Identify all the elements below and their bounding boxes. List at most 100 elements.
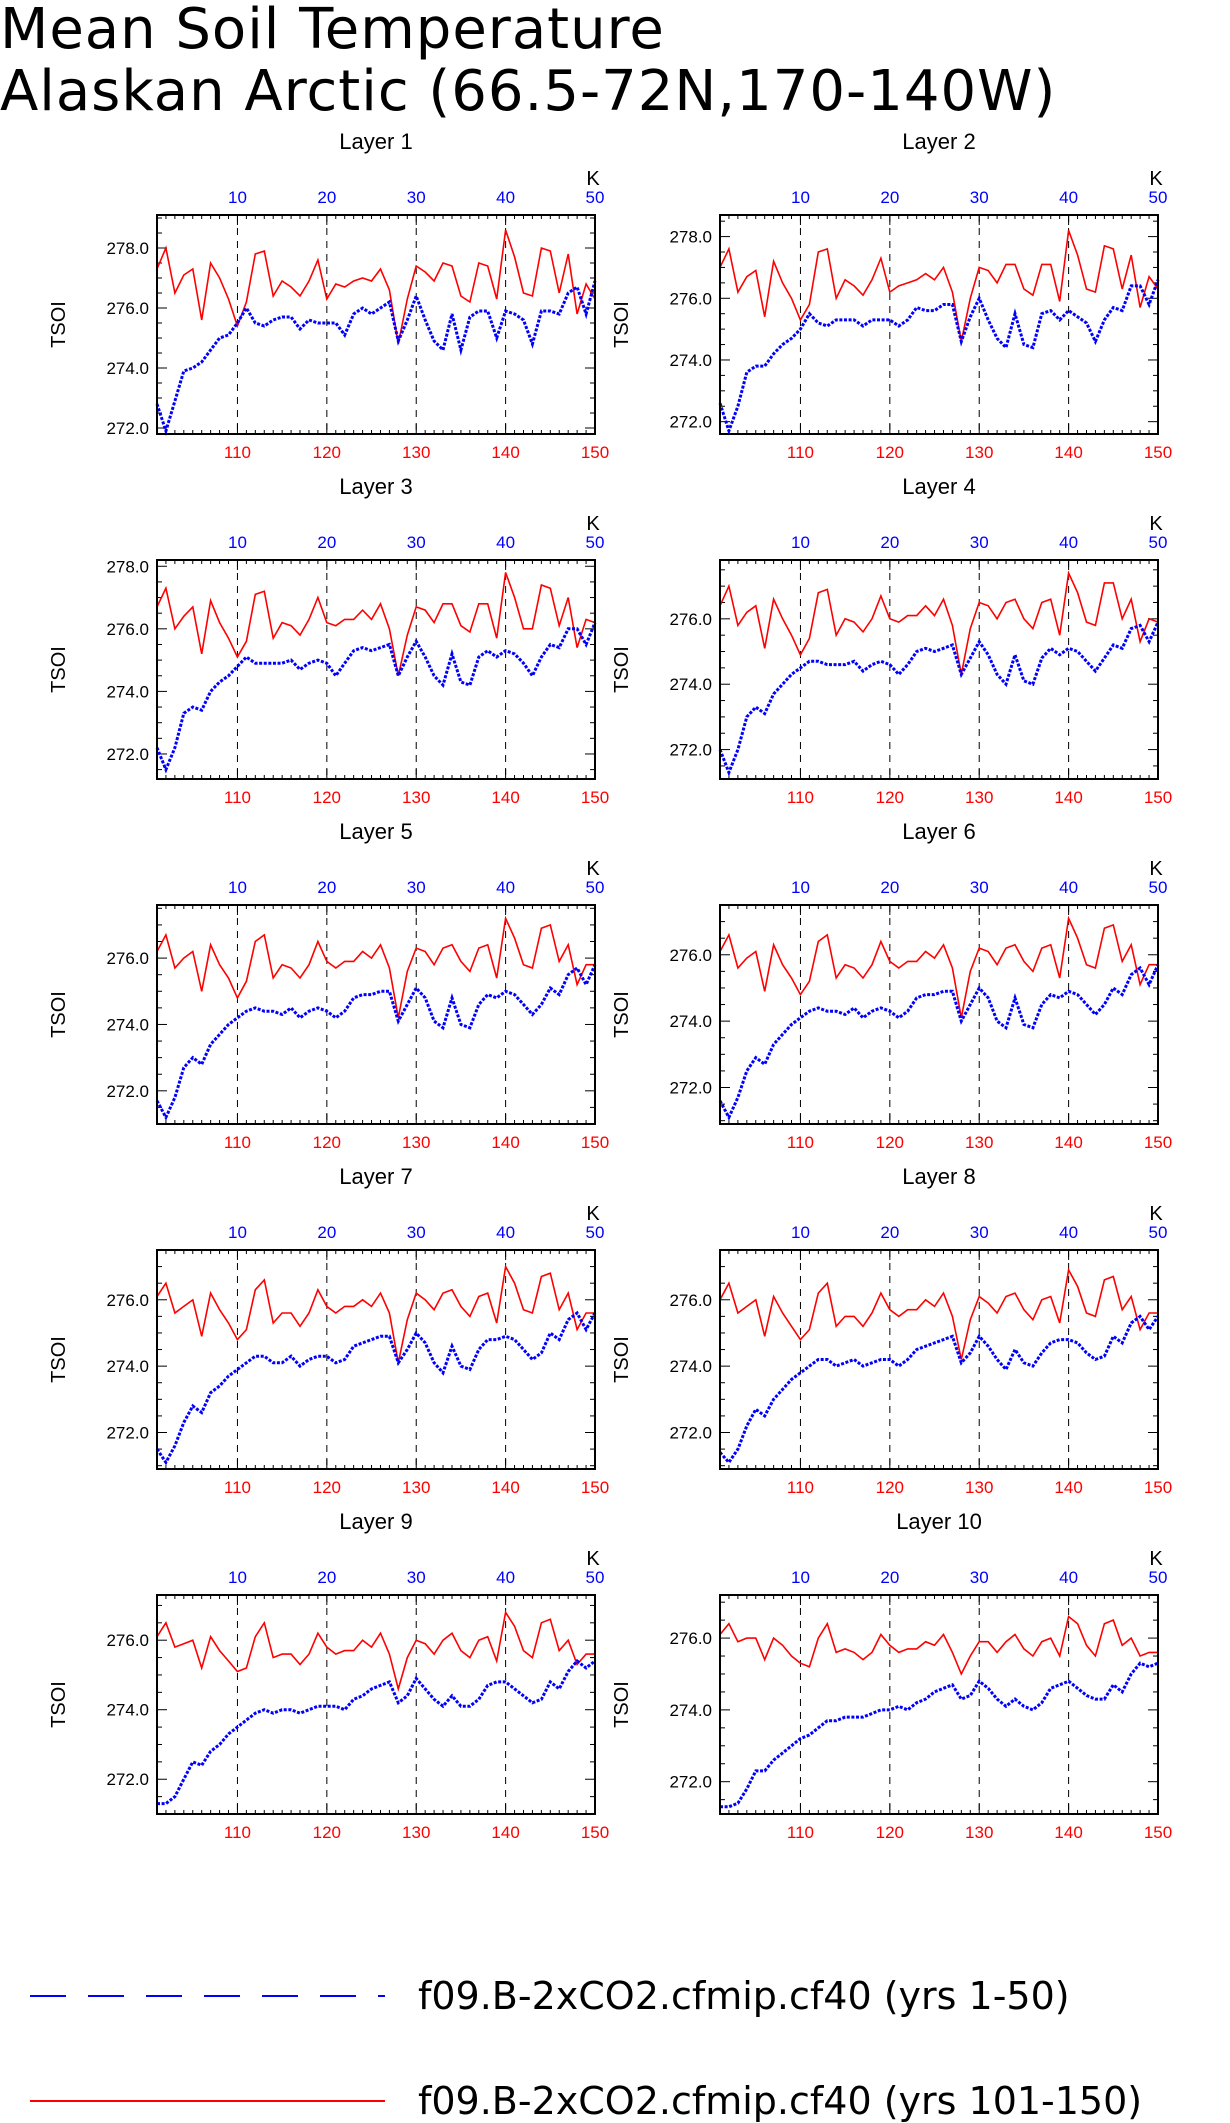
x-tick-label: 120 [876,443,904,462]
y-tick-label: 274.0 [106,1357,149,1376]
x-tick-label: 130 [402,1823,430,1842]
x2-tick-label: 40 [1059,188,1078,207]
y-axis-label: TSOI [48,301,70,348]
series-line-yrs-101-150 [156,1264,595,1363]
x2-tick-label: 40 [1059,1223,1078,1242]
y-axis-label: TSOI [611,1681,633,1728]
series-line-yrs-101-150 [156,915,595,1018]
panel-layer-5: Layer 5 272.0 274.0 276.0 110 120 130 140 150 10 2… [48,819,609,1152]
plot-frame [719,214,1159,435]
y-tick-label: 274.0 [106,1015,149,1034]
panel-title: Layer 7 [339,1164,412,1189]
x-tick-label: 140 [491,788,519,807]
x2-tick-label: 30 [407,878,426,897]
y-axis-label: TSOI [611,1336,633,1383]
plot-frame [156,1594,596,1815]
x2-tick-label: 30 [970,878,989,897]
x2-tick-label: 40 [496,878,515,897]
y-tick-label: 278.0 [106,239,149,258]
plot-frame [156,1249,596,1470]
x2-tick-label: 30 [970,188,989,207]
y-tick-label: 276.0 [106,620,149,639]
y-tick-label: 274.0 [669,1701,712,1720]
legend-label-blue: f09.B-2xCO2.cfmip.cf40 (yrs 1-50) [418,1974,1070,2018]
x-tick-label: 140 [1054,443,1082,462]
series-line-yrs-101-150 [719,570,1159,675]
x2-tick-label: 10 [791,1223,810,1242]
y-axis-label: TSOI [611,646,633,693]
x-tick-label: 130 [965,1478,993,1497]
y-tick-label: 276.0 [669,610,712,629]
x2-tick-label: 20 [317,1568,336,1587]
x2-tick-label: 30 [407,1223,426,1242]
x-tick-label: 120 [313,1133,341,1152]
y-axis-label: TSOI [48,991,70,1038]
x2-tick-label: 40 [496,1223,515,1242]
x2-axis-label: K [586,1548,600,1570]
series-line-yrs-101-150 [156,572,596,676]
x-tick-label: 120 [876,1823,904,1842]
y-tick-label: 278.0 [669,228,712,247]
plot-frame [156,904,596,1125]
y-tick-label: 272.0 [106,1770,149,1789]
x-tick-label: 120 [313,443,341,462]
panels: Layer 1 272.0 274.0 276.0 278.0 110 120 130 140 1… [48,129,1172,1842]
panel-title: Layer 8 [902,1164,975,1189]
series-line-yrs-1-50 [155,622,597,774]
x2-tick-label: 40 [1059,878,1078,897]
series-line-yrs-101-150 [719,1267,1158,1360]
x-tick-label: 110 [787,1478,814,1497]
x2-axis-label: K [586,168,600,190]
series-line-yrs-101-150 [156,1610,595,1692]
series-line-yrs-1-50 [157,1658,596,1806]
panel-title: Layer 10 [896,1509,982,1534]
series-line-yrs-1-50 [155,1310,597,1466]
x2-tick-label: 30 [407,188,426,207]
x-tick-label: 150 [1144,1823,1172,1842]
x2-tick-label: 20 [317,188,336,207]
y-tick-label: 272.0 [106,1082,149,1101]
x-tick-label: 110 [787,788,814,807]
x-tick-label: 150 [1144,1133,1172,1152]
x-tick-label: 150 [581,1823,609,1842]
y-tick-label: 272.0 [669,1424,712,1443]
y-axis-label: TSOI [48,1681,70,1728]
y-tick-label: 272.0 [106,1424,149,1443]
y-tick-label: 272.0 [106,419,149,438]
x2-tick-label: 20 [880,188,899,207]
x2-tick-label: 20 [880,878,899,897]
series-line-yrs-1-50 [718,279,1160,436]
y-tick-label: 276.0 [106,1291,149,1310]
plot-frame [719,559,1159,780]
plot-frame [719,1594,1159,1815]
panel-layer-6: Layer 6 272.0 274.0 276.0 110 120 130 140 150 10 2… [611,819,1172,1152]
x2-tick-label: 40 [496,1568,515,1587]
x-tick-label: 140 [491,1478,519,1497]
y-tick-label: 276.0 [669,1629,712,1648]
x-tick-label: 140 [1054,1133,1082,1152]
x2-tick-label: 50 [1149,533,1168,552]
panel-layer-7: Layer 7 272.0 274.0 276.0 110 120 130 140 150 10 2… [48,1164,609,1497]
x-tick-label: 130 [965,1823,993,1842]
x-tick-label: 130 [965,788,993,807]
panel-layer-8: Layer 8 272.0 274.0 276.0 110 120 130 140 150 10 2… [611,1164,1172,1497]
x-tick-label: 110 [224,788,251,807]
x2-tick-label: 50 [586,1568,605,1587]
chart-title-line-2: Alaskan Arctic (66.5-72N,170-140W) [0,59,1057,124]
panel-title: Layer 9 [339,1509,412,1534]
legend [30,1995,385,2102]
x2-tick-label: 50 [1149,1223,1168,1242]
x2-tick-label: 40 [1059,1568,1078,1587]
panel-layer-1: Layer 1 272.0 274.0 276.0 278.0 110 120 130 140 1… [48,129,609,462]
y-tick-label: 276.0 [106,949,149,968]
x-tick-label: 110 [787,1133,814,1152]
x2-tick-label: 20 [880,1568,899,1587]
x-tick-label: 140 [1054,788,1082,807]
x-tick-label: 150 [1144,1478,1172,1497]
x2-tick-label: 50 [586,1223,605,1242]
y-tick-label: 278.0 [106,557,149,576]
x2-tick-label: 20 [880,533,899,552]
x2-axis-label: K [1149,858,1163,880]
y-tick-label: 274.0 [106,1701,149,1720]
x2-axis-label: K [586,1203,600,1225]
